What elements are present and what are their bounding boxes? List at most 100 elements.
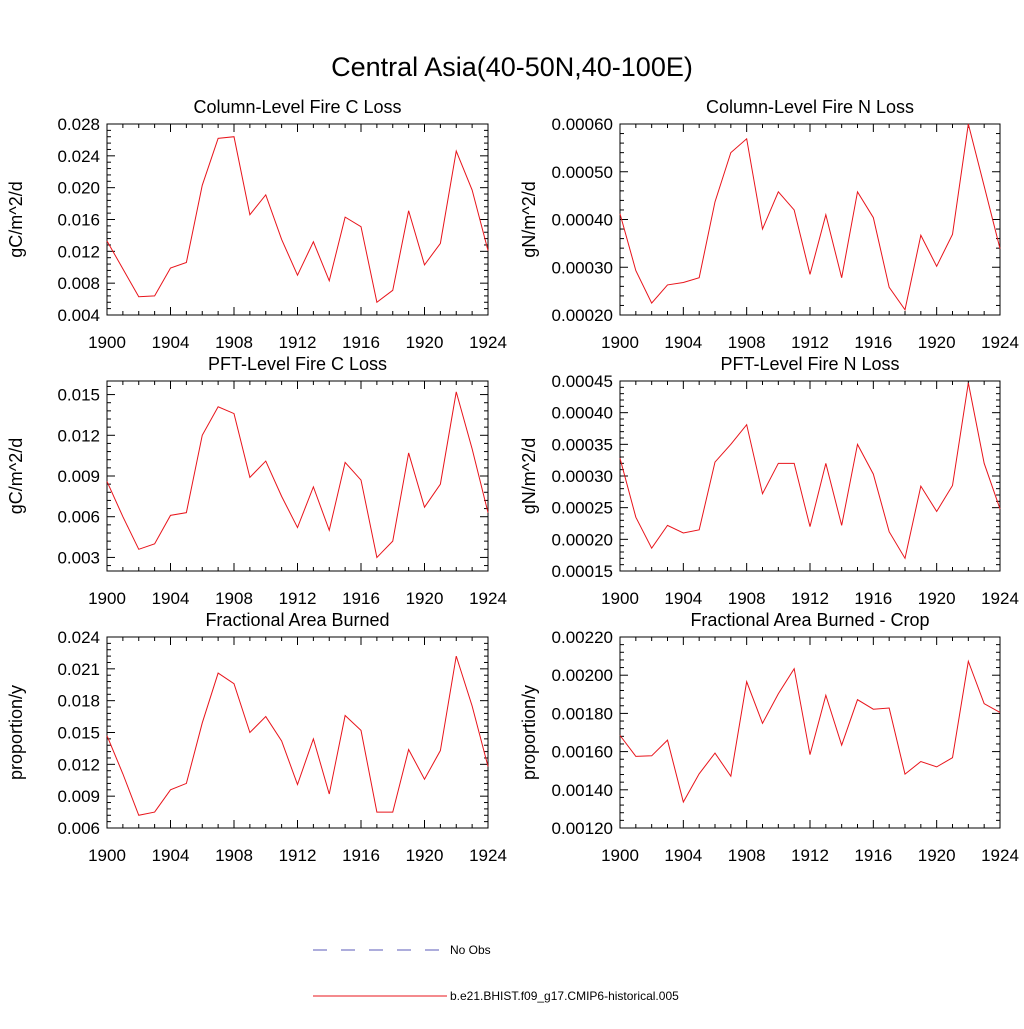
x-tick-label: 1912 (791, 333, 829, 352)
x-tick-label: 1924 (469, 333, 507, 352)
figure-title: Central Asia(40-50N,40-100E) (331, 52, 693, 82)
panel-6: Fractional Area Burned - Crop 1900 1904 190… (519, 610, 1019, 865)
y-tick-label: 0.00015 (552, 562, 613, 581)
x-tick-label: 1900 (601, 589, 639, 608)
x-tick-label: 1900 (601, 846, 639, 865)
series-line (619, 659, 1001, 804)
y-axis-label: gC/m^2/d (6, 181, 26, 257)
x-tick-label: 1924 (981, 589, 1019, 608)
x-tick-label: 1908 (728, 846, 766, 865)
x-tick-label: 1924 (981, 333, 1019, 352)
legend-label-no-obs: No Obs (450, 943, 491, 957)
y-tick-label: 0.00220 (552, 628, 613, 647)
y-tick-label: 0.00060 (552, 115, 613, 134)
y-tick-label: 0.028 (57, 115, 100, 134)
y-tick-label: 0.003 (57, 548, 100, 567)
x-tick-label: 1904 (152, 333, 190, 352)
y-tick-label: 0.00200 (552, 666, 613, 685)
panels: Column-Level Fire C Loss 1900 1904 1908 1912… (6, 97, 1019, 865)
y-tick-label: 0.016 (57, 211, 100, 230)
panel-3: PFT-Level Fire C Loss 1900 1904 1908 1912 191… (6, 354, 507, 608)
x-tick-label: 1916 (342, 589, 380, 608)
x-tick-label: 1920 (918, 846, 956, 865)
x-tick-label: 1912 (279, 846, 317, 865)
panel-title: Fractional Area Burned (205, 610, 389, 630)
x-tick-label: 1904 (152, 846, 190, 865)
x-tick-label: 1900 (88, 589, 126, 608)
x-tick-label: 1916 (342, 333, 380, 352)
y-tick-label: 0.024 (57, 628, 100, 647)
y-tick-label: 0.015 (57, 724, 100, 743)
x-tick-label: 1920 (918, 333, 956, 352)
y-axis-label: gC/m^2/d (6, 438, 26, 514)
x-tick-label: 1904 (664, 333, 702, 352)
y-tick-label: 0.009 (57, 787, 100, 806)
y-tick-label: 0.00050 (552, 163, 613, 182)
y-tick-label: 0.006 (57, 508, 100, 527)
x-tick-label: 1920 (406, 846, 444, 865)
panel-title: Column-Level Fire N Loss (706, 97, 914, 117)
x-tick-label: 1912 (791, 589, 829, 608)
legend-label-model: b.e21.BHIST.f09_g17.CMIP6-historical.005 (450, 989, 679, 1003)
x-tick-label: 1920 (406, 589, 444, 608)
y-tick-label: 0.008 (57, 274, 100, 293)
x-tick-label: 1920 (918, 589, 956, 608)
y-tick-label: 0.00120 (552, 819, 613, 838)
panel-1: Column-Level Fire C Loss 1900 1904 1908 1912… (6, 97, 507, 352)
panel-4: PFT-Level Fire N Loss 1900 1904 1908 1912 191… (519, 354, 1019, 608)
y-tick-label: 0.00030 (552, 258, 613, 277)
panel-title: Fractional Area Burned - Crop (690, 610, 929, 630)
x-tick-label: 1912 (791, 846, 829, 865)
y-tick-label: 0.00160 (552, 743, 613, 762)
x-tick-label: 1924 (469, 589, 507, 608)
y-tick-label: 0.018 (57, 692, 100, 711)
x-tick-label: 1916 (854, 333, 892, 352)
y-tick-label: 0.009 (57, 467, 100, 486)
x-tick-label: 1924 (469, 846, 507, 865)
x-tick-label: 1904 (664, 846, 702, 865)
x-tick-label: 1916 (854, 846, 892, 865)
x-tick-label: 1908 (215, 846, 253, 865)
x-tick-label: 1908 (215, 589, 253, 608)
y-tick-label: 0.00040 (552, 211, 613, 230)
y-axis-label: proportion/y (519, 685, 539, 780)
y-tick-label: 0.00030 (552, 467, 613, 486)
y-tick-label: 0.00140 (552, 781, 613, 800)
plot-frame (619, 380, 1001, 572)
x-tick-label: 1916 (342, 846, 380, 865)
y-tick-label: 0.00020 (552, 306, 613, 325)
x-tick-label: 1920 (406, 333, 444, 352)
series-line (106, 391, 489, 559)
y-tick-label: 0.012 (57, 755, 100, 774)
x-tick-label: 1900 (88, 846, 126, 865)
y-axis-label: gN/m^2/d (519, 438, 539, 514)
x-tick-label: 1904 (152, 589, 190, 608)
plot-frame (106, 380, 489, 572)
x-tick-label: 1912 (279, 589, 317, 608)
plot-frame (619, 123, 1001, 316)
y-tick-label: 0.012 (57, 426, 100, 445)
series-line (619, 123, 1001, 311)
series-line (106, 655, 489, 816)
x-tick-label: 1900 (88, 333, 126, 352)
y-tick-label: 0.00020 (552, 530, 613, 549)
panel-2: Column-Level Fire N Loss 1900 1904 1908 1912… (519, 97, 1019, 352)
y-tick-label: 0.00035 (552, 435, 613, 454)
legend: No Obs b.e21.BHIST.f09_g17.CMIP6-histori… (313, 943, 679, 1003)
y-tick-label: 0.00045 (552, 372, 613, 391)
y-tick-label: 0.004 (57, 306, 100, 325)
y-tick-label: 0.015 (57, 386, 100, 405)
panel-title: Column-Level Fire C Loss (193, 97, 401, 117)
y-tick-label: 0.021 (57, 660, 100, 679)
panel-5: Fractional Area Burned 1900 1904 1908 1912 19… (6, 610, 507, 865)
plot-frame (619, 636, 1001, 829)
series-line (619, 382, 1001, 560)
x-tick-label: 1908 (215, 333, 253, 352)
y-axis-label: proportion/y (6, 685, 26, 780)
panel-title: PFT-Level Fire N Loss (720, 354, 899, 374)
y-tick-label: 0.024 (57, 147, 100, 166)
x-tick-label: 1912 (279, 333, 317, 352)
y-tick-label: 0.020 (57, 179, 100, 198)
x-tick-label: 1908 (728, 333, 766, 352)
